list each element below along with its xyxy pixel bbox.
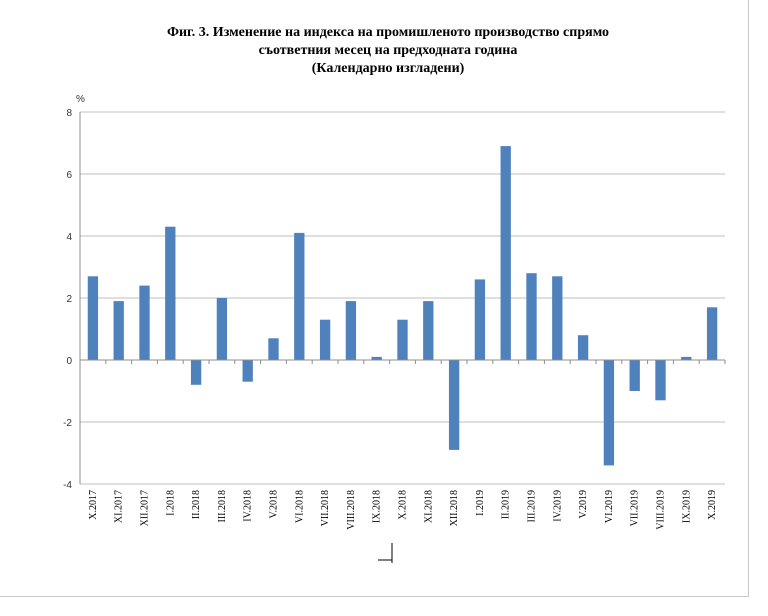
bar-X.2019 (706, 307, 718, 360)
y-tick-label: 4 (66, 232, 72, 243)
x-category-label: VI.2019 (604, 490, 615, 523)
bar-IX.2018 (371, 356, 382, 360)
x-category-label: XII.2017 (140, 490, 151, 526)
bar-XI.2017 (113, 301, 124, 360)
window-frame (0, 0, 749, 597)
x-category-label: X.2017 (88, 490, 99, 520)
bar-VIII.2019 (655, 360, 666, 401)
x-category-label: XI.2017 (114, 490, 125, 523)
bar-II.2019 (500, 146, 511, 360)
bar-VIII.2018 (345, 301, 357, 360)
text-cursor-icon (378, 543, 393, 563)
bar-VI.2018 (294, 232, 305, 360)
bar-XII.2017 (139, 285, 150, 360)
x-category-label: XI.2018 (423, 490, 434, 523)
x-category-label: VI.2018 (294, 490, 305, 523)
chart-title-line-1: Фиг. 3. Изменение на индекса на промишле… (166, 25, 610, 40)
x-category-label: X.2018 (398, 490, 409, 520)
x-category-label: I.2018 (165, 490, 176, 516)
bar-VI.2019 (603, 360, 615, 466)
bar-IX.2019 (681, 356, 692, 360)
bar-XII.2018 (448, 360, 460, 450)
x-category-label: VII.2018 (320, 490, 331, 526)
chart-title-line-2: съответния месец на предходната година (258, 43, 518, 58)
bar-X.2018 (397, 319, 408, 360)
bar-IV.2018 (242, 360, 253, 382)
x-category-label: II.2019 (501, 490, 512, 519)
bar-V.2019 (577, 335, 589, 360)
x-category-label: IX.2019 (681, 490, 692, 523)
y-tick-label: 2 (66, 294, 72, 305)
bar-I.2019 (474, 279, 486, 360)
x-category-label: IV.2018 (243, 490, 254, 522)
x-category-label: V.2018 (269, 490, 280, 518)
bar-XI.2018 (423, 301, 434, 360)
bar-III.2019 (526, 273, 537, 360)
x-category-label: IV.2019 (552, 490, 563, 522)
y-tick-label: -4 (63, 480, 72, 491)
bar-X.2017 (87, 276, 99, 360)
x-category-label: X.2019 (707, 490, 718, 520)
bar-I.2018 (165, 226, 176, 360)
x-category-label: V.2019 (578, 490, 589, 518)
bar-III.2018 (216, 298, 228, 360)
x-category-label: IX.2018 (372, 490, 383, 523)
x-category-label: VIII.2018 (346, 490, 357, 530)
bar-II.2018 (190, 360, 202, 385)
bar-VII.2019 (629, 360, 640, 391)
x-category-label: VII.2019 (630, 490, 641, 526)
y-tick-label: -2 (63, 418, 72, 429)
x-category-label: III.2018 (217, 490, 228, 523)
bar-VII.2018 (319, 319, 331, 360)
chart-title-line-3: (Календарно изгладени) (311, 61, 465, 76)
x-category-label: XII.2018 (449, 490, 460, 526)
x-category-label: III.2019 (527, 490, 538, 523)
x-category-label: VIII.2019 (656, 490, 667, 530)
x-category-label: I.2019 (475, 490, 486, 516)
y-axis-unit-label: % (76, 94, 85, 105)
x-category-label: II.2018 (191, 490, 202, 519)
y-tick-label: 8 (66, 108, 72, 119)
y-tick-label: 6 (66, 170, 72, 181)
bar-V.2018 (268, 338, 279, 360)
y-tick-label: 0 (66, 356, 72, 367)
chart-title: Фиг. 3. Изменение на индекса на промишле… (100, 24, 676, 78)
bar-IV.2019 (552, 276, 563, 360)
